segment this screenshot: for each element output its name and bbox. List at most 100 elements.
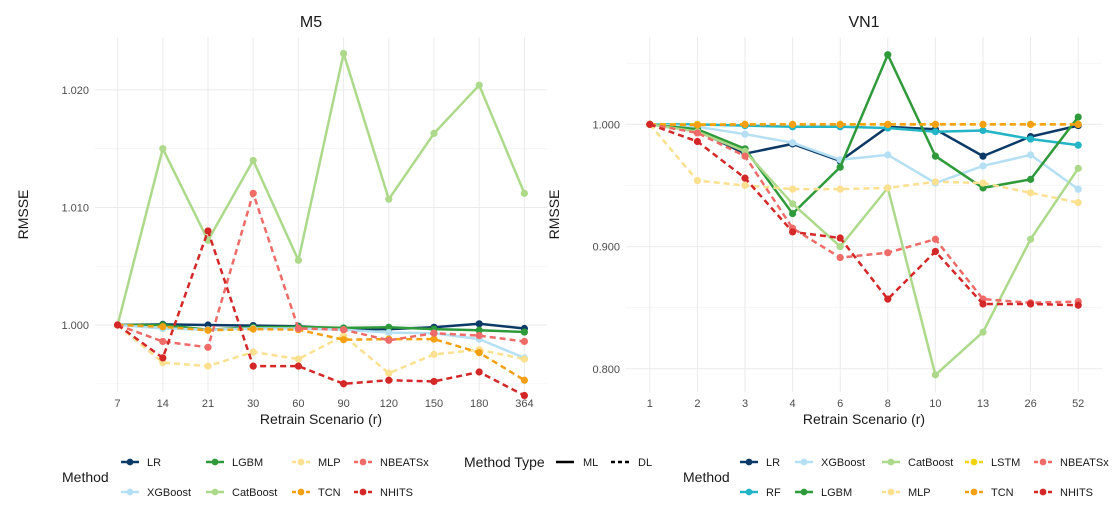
data-point-nbeatsx	[204, 343, 212, 351]
series-line-nbeatsx	[649, 123, 1079, 305]
panel-vn1: VN1 0.800 0.900 1.000 1 2 3 4 6 8 10 13 26 52 Retrain …	[546, 14, 1102, 427]
series-nbeatsx	[646, 120, 1082, 307]
y-tick-label: 1.010	[61, 202, 89, 214]
x-tick-label: 120	[380, 398, 398, 410]
data-point-xgboost	[385, 329, 393, 337]
x-tick-label: 90	[337, 398, 349, 410]
legend-label-lgbm: LGBM	[821, 487, 852, 499]
legend-title: Method	[683, 469, 730, 485]
legend-label-nbeatsx: NBEATSx	[1060, 457, 1109, 469]
legend-tcn-key-point	[297, 488, 305, 496]
data-point-nbeatsx	[159, 337, 167, 346]
data-point-xgboost	[741, 130, 749, 138]
data-point-nhits	[741, 174, 749, 182]
series-line-catboost	[649, 123, 1080, 377]
data-point-catboost	[836, 242, 844, 251]
data-point-mlp	[520, 355, 529, 363]
legend-mlp-key-point	[887, 488, 895, 496]
data-point-nhits	[884, 295, 892, 303]
data-point-nhits	[1074, 301, 1082, 309]
data-point-tcn	[789, 120, 797, 128]
series-catboost	[114, 49, 529, 329]
data-point-nhits	[693, 137, 702, 146]
data-point-tcn	[1027, 120, 1035, 128]
data-point-catboost	[385, 195, 393, 203]
data-point-nhits	[294, 362, 302, 370]
series-line-tcn	[117, 323, 526, 382]
series-line-tcn	[649, 123, 1079, 127]
data-point-tcn	[520, 376, 529, 384]
data-point-catboost	[159, 145, 167, 153]
legend-label-tcn: TCN	[991, 487, 1014, 499]
data-point-nhits	[159, 354, 167, 362]
data-point-catboost	[1027, 235, 1035, 243]
legend-title: Method Type	[464, 454, 545, 470]
legend-method-m5: Method LR XGBoost LGBM CatBoost MLP TCN NBEATSx…	[62, 457, 429, 499]
data-point-xgboost	[1074, 185, 1082, 193]
data-point-mlp	[979, 179, 987, 187]
data-point-lgbm	[1074, 113, 1082, 121]
legend-label-nhits: NHITS	[1060, 487, 1093, 499]
legend-label-lgbm: LGBM	[232, 457, 263, 469]
data-point-nhits	[475, 368, 483, 376]
data-point-nbeatsx	[693, 129, 702, 137]
series-mlp	[646, 120, 1082, 207]
series-line-catboost	[116, 52, 526, 326]
x-axis-label: Retrain Scenario (r)	[803, 411, 925, 427]
legend-label-nhits: NHITS	[380, 487, 413, 499]
series-line-lgbm	[117, 323, 525, 334]
legend-nhits-key-point	[1039, 488, 1047, 496]
data-point-nhits	[204, 227, 212, 235]
data-point-rf	[1027, 135, 1035, 143]
data-point-nbeatsx	[340, 326, 348, 334]
data-point-catboost	[789, 200, 797, 208]
legend-rf-key-point	[745, 488, 753, 496]
x-tick-label: 364	[515, 398, 533, 410]
legend-nbeatsx-key-point	[359, 458, 367, 466]
legend-xgboost-key-point	[126, 488, 134, 496]
data-point-mlp	[249, 348, 257, 356]
data-point-nbeatsx	[884, 249, 892, 257]
y-tick-label: 0.900	[592, 242, 620, 254]
series-line-mlp	[116, 324, 525, 375]
data-point-mlp	[430, 350, 438, 358]
legend-lgbm-key-point	[800, 488, 808, 496]
legend-label-xgboost: XGBoost	[821, 457, 865, 469]
x-tick-label: 7	[115, 398, 121, 410]
data-point-catboost	[931, 371, 940, 379]
legend-xgboost-key-point	[800, 458, 808, 466]
data-point-xgboost	[979, 162, 987, 170]
data-point-rf	[1074, 141, 1082, 149]
x-tick-label: 30	[247, 398, 259, 410]
x-tick-label: 1	[647, 398, 653, 410]
data-point-mlp	[385, 369, 393, 377]
series-tcn	[646, 120, 1082, 129]
legend-label-catboost: CatBoost	[908, 457, 953, 469]
data-point-nhits	[1027, 300, 1035, 308]
data-point-mlp	[1027, 189, 1035, 197]
legend-catboost-key-point	[887, 458, 895, 466]
data-point-nhits	[430, 377, 438, 386]
y-tick-label: 1.000	[592, 119, 620, 131]
data-point-tcn	[340, 336, 348, 344]
series-line-nhits	[116, 229, 525, 397]
x-tick-label: 4	[790, 398, 796, 410]
legend-label-lstm: LSTM	[991, 457, 1020, 469]
x-axis-label: Retrain Scenario (r)	[260, 411, 382, 427]
y-tick-label: 1.020	[61, 85, 89, 97]
data-point-mlp	[789, 185, 797, 193]
legend-mlp-key-point	[297, 458, 305, 466]
data-point-rf	[931, 128, 940, 136]
legend-method-type: Method Type ML DL	[464, 454, 652, 470]
legend-lr-key-point	[745, 458, 753, 466]
data-point-mlp	[884, 184, 892, 192]
data-point-nhits	[249, 362, 257, 370]
x-tick-label: 8	[885, 398, 891, 410]
series-lgbm	[646, 51, 1082, 218]
legend-label-catboost: CatBoost	[232, 487, 277, 499]
data-point-lgbm	[1027, 175, 1035, 183]
data-point-rf	[979, 126, 987, 135]
legend-tcn-key-point	[970, 488, 978, 496]
data-point-xgboost	[884, 151, 892, 159]
data-point-catboost	[294, 256, 302, 264]
